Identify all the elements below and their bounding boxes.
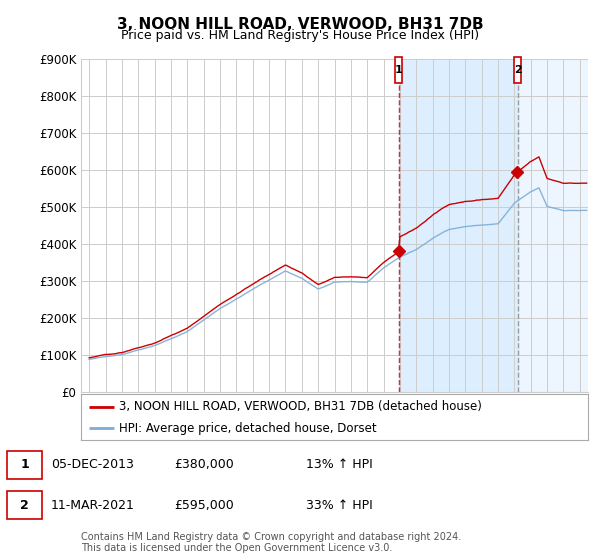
Text: 33% ↑ HPI: 33% ↑ HPI bbox=[306, 498, 373, 512]
Bar bbox=[398, 59, 518, 392]
Text: 3, NOON HILL ROAD, VERWOOD, BH31 7DB (detached house): 3, NOON HILL ROAD, VERWOOD, BH31 7DB (de… bbox=[119, 400, 482, 413]
Text: 05-DEC-2013: 05-DEC-2013 bbox=[51, 458, 134, 472]
Text: Price paid vs. HM Land Registry's House Price Index (HPI): Price paid vs. HM Land Registry's House … bbox=[121, 29, 479, 42]
Bar bbox=[518, 59, 588, 392]
Bar bbox=[518, 59, 588, 392]
FancyBboxPatch shape bbox=[395, 57, 402, 83]
Text: 1: 1 bbox=[20, 458, 29, 472]
Text: 13% ↑ HPI: 13% ↑ HPI bbox=[306, 458, 373, 472]
Text: Contains HM Land Registry data © Crown copyright and database right 2024.
This d: Contains HM Land Registry data © Crown c… bbox=[81, 531, 461, 553]
Text: 11-MAR-2021: 11-MAR-2021 bbox=[51, 498, 135, 512]
FancyBboxPatch shape bbox=[514, 57, 521, 83]
Text: £595,000: £595,000 bbox=[174, 498, 234, 512]
Text: 2: 2 bbox=[20, 498, 29, 512]
Text: 3, NOON HILL ROAD, VERWOOD, BH31 7DB: 3, NOON HILL ROAD, VERWOOD, BH31 7DB bbox=[116, 17, 484, 32]
Text: 1: 1 bbox=[395, 65, 403, 75]
Text: £380,000: £380,000 bbox=[174, 458, 234, 472]
Text: HPI: Average price, detached house, Dorset: HPI: Average price, detached house, Dors… bbox=[119, 422, 377, 435]
Text: 2: 2 bbox=[514, 65, 521, 75]
